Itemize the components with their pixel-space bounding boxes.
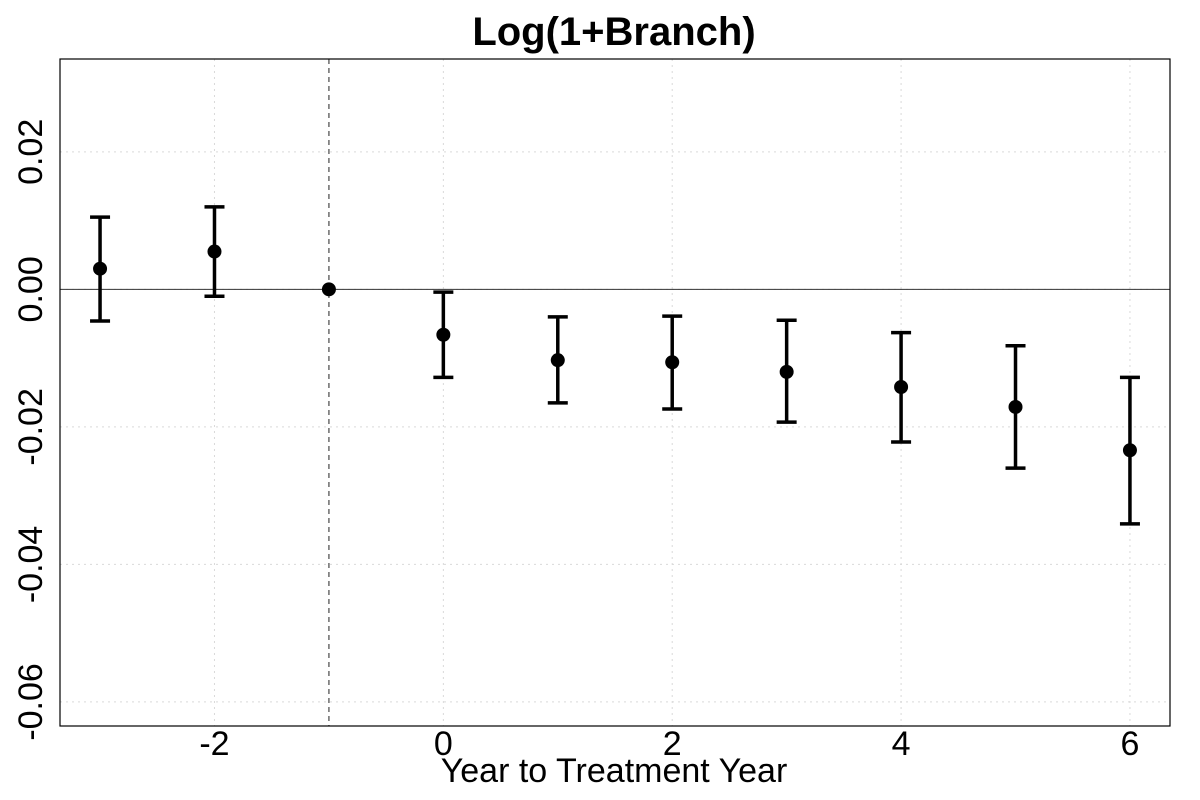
plot-frame xyxy=(59,58,1171,727)
data-point xyxy=(1122,443,1137,458)
data-point-group xyxy=(547,315,568,405)
y-tick-label: 0.00 xyxy=(12,256,50,322)
data-point-group xyxy=(90,215,111,323)
x-tick-label: 2 xyxy=(663,725,682,763)
x-axis-label: Year to Treatment Year xyxy=(441,752,788,790)
reference-lines xyxy=(60,59,1170,726)
data-point-group xyxy=(1005,343,1026,470)
x-tick-label: -2 xyxy=(199,725,229,763)
grid-layer xyxy=(60,59,1170,726)
data-point xyxy=(665,355,680,370)
data-point xyxy=(93,261,108,276)
data-point-group xyxy=(1119,375,1140,526)
data-point-group xyxy=(321,282,336,297)
x-axis-ticks: -2 0 2 4 6 xyxy=(199,725,1139,763)
data-point xyxy=(321,282,336,297)
data-point xyxy=(207,244,222,259)
data-point xyxy=(779,364,794,379)
data-point-group xyxy=(433,290,454,380)
y-axis-ticks: -0.06 -0.04 -0.02 0.00 0.02 xyxy=(12,119,50,741)
y-tick-label: -0.02 xyxy=(12,388,50,466)
data-point-group xyxy=(662,314,683,411)
data-marks xyxy=(90,205,1140,526)
data-point xyxy=(550,353,565,368)
data-point xyxy=(1008,399,1023,414)
x-tick-label: 6 xyxy=(1120,725,1139,763)
y-tick-label: -0.06 xyxy=(12,663,50,741)
x-tick-label: 0 xyxy=(434,725,453,763)
chart-title: Log(1+Branch) xyxy=(472,10,755,54)
data-point-group xyxy=(204,205,225,298)
y-tick-label: -0.04 xyxy=(12,526,50,604)
data-point xyxy=(436,327,451,342)
data-point-group xyxy=(891,330,912,444)
data-point-group xyxy=(776,318,797,424)
y-tick-label: 0.02 xyxy=(12,119,50,185)
x-tick-label: 4 xyxy=(892,725,911,763)
data-point xyxy=(894,379,909,394)
